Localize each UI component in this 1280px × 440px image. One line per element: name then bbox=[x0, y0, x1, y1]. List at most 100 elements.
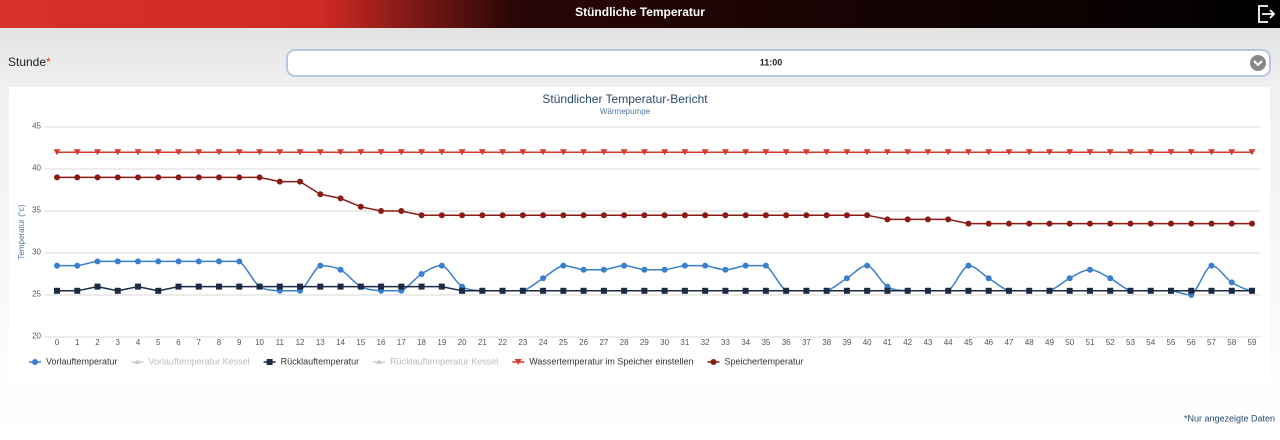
marker bbox=[418, 283, 425, 290]
legend-label: Vorlauftemperatur Kessel bbox=[149, 356, 250, 366]
legend-item[interactable]: Rücklauftemperatur Kessel bbox=[373, 356, 498, 366]
marker bbox=[1046, 287, 1053, 294]
x-tick-label: 38 bbox=[822, 338, 831, 347]
marker bbox=[236, 258, 243, 265]
marker bbox=[1005, 149, 1013, 156]
marker bbox=[661, 149, 669, 156]
marker bbox=[1066, 220, 1073, 227]
marker bbox=[742, 212, 749, 219]
marker bbox=[276, 178, 283, 185]
marker bbox=[397, 149, 405, 156]
marker bbox=[514, 359, 522, 365]
marker bbox=[378, 208, 385, 214]
marker bbox=[1147, 220, 1154, 227]
logout-button[interactable] bbox=[1248, 0, 1280, 28]
marker bbox=[297, 178, 304, 185]
marker bbox=[1127, 287, 1134, 294]
marker bbox=[1188, 220, 1195, 227]
marker bbox=[702, 212, 709, 219]
marker bbox=[175, 149, 183, 156]
x-tick-label: 56 bbox=[1187, 338, 1196, 347]
marker bbox=[276, 283, 283, 290]
marker bbox=[540, 275, 547, 282]
marker bbox=[53, 149, 61, 156]
marker bbox=[702, 287, 709, 294]
marker bbox=[803, 287, 810, 294]
x-tick-label: 10 bbox=[255, 338, 264, 347]
marker bbox=[114, 258, 121, 265]
marker bbox=[600, 212, 607, 219]
select-value[interactable]: 11:00 bbox=[760, 57, 783, 67]
hour-select[interactable]: 11:00 bbox=[286, 49, 1271, 77]
marker bbox=[1228, 287, 1235, 294]
marker bbox=[236, 174, 243, 181]
x-tick-label: 22 bbox=[498, 338, 507, 347]
x-tick-label: 26 bbox=[579, 338, 588, 347]
legend-item[interactable]: Vorlauftemperatur bbox=[29, 356, 118, 366]
marker bbox=[337, 283, 344, 290]
marker bbox=[155, 174, 162, 181]
marker bbox=[580, 266, 587, 273]
x-tick-label: 37 bbox=[802, 338, 811, 347]
marker bbox=[1046, 220, 1053, 227]
marker bbox=[74, 262, 81, 269]
marker bbox=[1208, 262, 1215, 269]
marker bbox=[398, 283, 405, 290]
legend-item[interactable]: Rücklauftemperatur bbox=[263, 356, 360, 366]
marker bbox=[94, 174, 101, 181]
x-tick-label: 19 bbox=[437, 338, 446, 347]
marker bbox=[235, 149, 243, 156]
marker bbox=[710, 359, 717, 365]
marker bbox=[215, 149, 223, 156]
marker bbox=[519, 287, 526, 294]
marker bbox=[479, 287, 486, 294]
marker bbox=[398, 208, 405, 214]
marker bbox=[560, 212, 567, 219]
marker bbox=[296, 149, 304, 156]
marker bbox=[580, 149, 588, 156]
marker bbox=[823, 149, 831, 156]
x-tick-label: 21 bbox=[478, 338, 487, 347]
chart-title: Stündlicher Temperatur-Bericht bbox=[542, 92, 708, 106]
marker bbox=[499, 212, 506, 219]
marker bbox=[195, 283, 202, 290]
legend-item[interactable]: Wassertemperatur im Speicher einstellen bbox=[512, 356, 693, 366]
marker bbox=[965, 262, 972, 269]
marker bbox=[154, 149, 162, 156]
marker bbox=[621, 262, 628, 269]
marker bbox=[459, 287, 466, 294]
marker bbox=[964, 149, 972, 156]
marker bbox=[762, 262, 769, 269]
marker bbox=[114, 149, 122, 156]
x-tick-label: 48 bbox=[1025, 338, 1034, 347]
marker bbox=[1228, 149, 1236, 156]
marker bbox=[458, 149, 466, 156]
marker bbox=[1208, 220, 1215, 227]
marker bbox=[519, 149, 527, 156]
marker bbox=[94, 149, 102, 156]
marker bbox=[54, 262, 60, 269]
legend-label: Rücklauftemperatur bbox=[281, 356, 360, 366]
marker bbox=[1127, 220, 1134, 227]
marker bbox=[357, 203, 364, 210]
marker bbox=[478, 149, 486, 156]
marker bbox=[378, 283, 385, 290]
series-line bbox=[57, 285, 1252, 292]
marker bbox=[1086, 266, 1093, 273]
x-tick-label: 23 bbox=[518, 338, 527, 347]
form-label: Stunde* bbox=[8, 55, 51, 69]
marker bbox=[843, 149, 851, 156]
marker bbox=[459, 212, 466, 219]
x-tick-label: 4 bbox=[136, 338, 141, 347]
marker bbox=[1167, 149, 1175, 156]
x-tick-label: 5 bbox=[156, 338, 161, 347]
marker bbox=[722, 212, 729, 219]
required-mark: * bbox=[46, 55, 51, 69]
marker bbox=[1005, 287, 1012, 294]
legend-item[interactable]: Vorlauftemperatur Kessel bbox=[131, 356, 250, 366]
marker bbox=[884, 287, 891, 294]
series-line bbox=[57, 176, 1252, 225]
marker bbox=[357, 283, 364, 290]
x-tick-label: 57 bbox=[1207, 338, 1216, 347]
legend-item[interactable]: Speichertemperatur bbox=[707, 356, 804, 366]
